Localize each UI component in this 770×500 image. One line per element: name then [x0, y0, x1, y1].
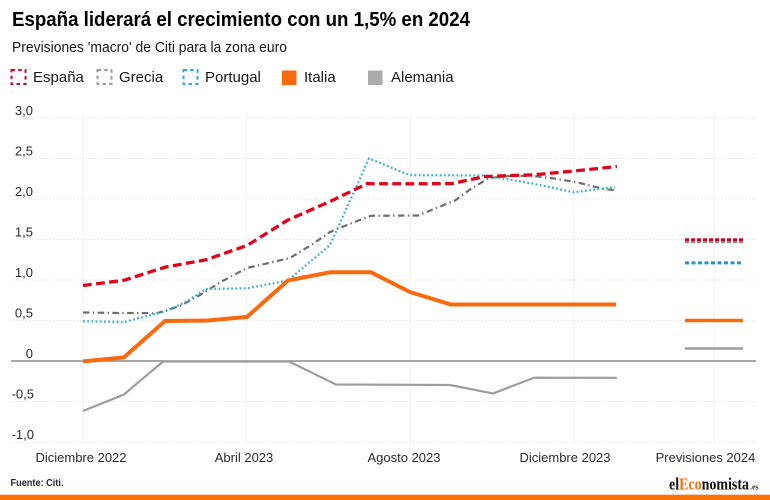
svg-text:Alemania: Alemania	[391, 69, 454, 86]
svg-text:.es: .es	[750, 483, 759, 492]
svg-text:Previsiones 2024: Previsiones 2024	[656, 450, 756, 465]
svg-text:0: 0	[26, 346, 33, 361]
svg-text:Portugal: Portugal	[205, 69, 261, 86]
svg-text:Diciembre 2023: Diciembre 2023	[519, 450, 610, 465]
svg-text:2,5: 2,5	[15, 144, 33, 159]
svg-text:1,0: 1,0	[15, 265, 33, 280]
svg-text:elEconomista: elEconomista	[669, 475, 749, 494]
svg-text:España: España	[33, 69, 85, 86]
svg-text:Fuente: Citi.: Fuente: Citi.	[11, 478, 64, 489]
svg-text:0,5: 0,5	[15, 306, 33, 321]
svg-text:España liderará el crecimiento: España liderará el crecimiento con un 1,…	[12, 8, 471, 31]
svg-text:3,0: 3,0	[15, 103, 33, 118]
svg-text:Agosto 2023: Agosto 2023	[367, 450, 440, 465]
svg-text:2,0: 2,0	[15, 184, 33, 199]
svg-text:1,5: 1,5	[15, 225, 33, 240]
svg-text:Diciembre 2022: Diciembre 2022	[35, 450, 126, 465]
svg-text:Abril 2023: Abril 2023	[215, 450, 274, 465]
svg-text:Italia: Italia	[304, 69, 336, 86]
svg-text:Grecia: Grecia	[119, 69, 164, 86]
svg-text:-1,0: -1,0	[12, 427, 34, 442]
svg-text:-0,5: -0,5	[12, 387, 34, 402]
svg-text:Previsiones 'macro' de Citi pa: Previsiones 'macro' de Citi para la zona…	[12, 40, 287, 56]
